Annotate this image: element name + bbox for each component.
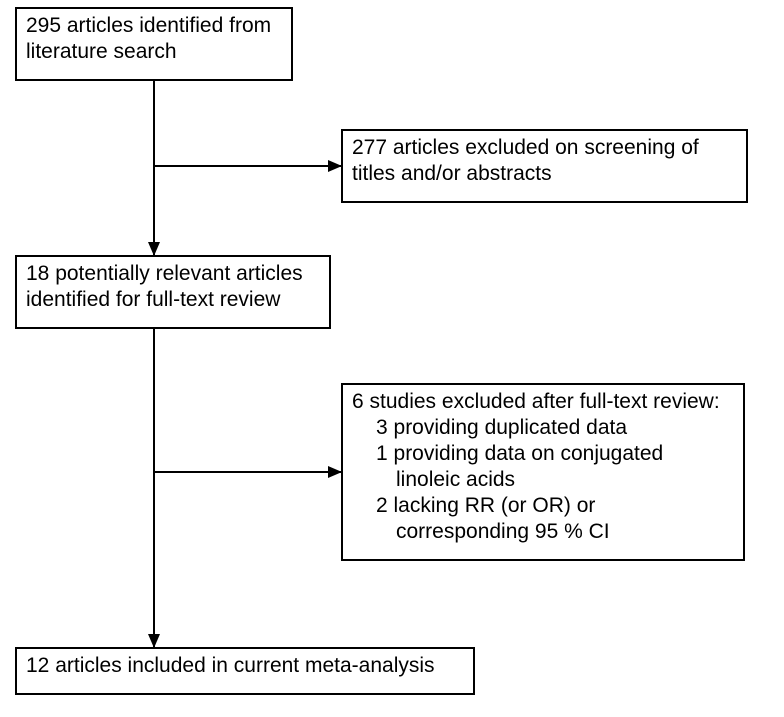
arrowhead-n1-n3 — [148, 242, 160, 256]
node-n5-label: 12 articles included in current meta-ana… — [26, 654, 435, 677]
arrowhead-n3-n5 — [148, 634, 160, 648]
arrowhead-n1-n2 — [328, 160, 342, 172]
edge-n1-n2 — [154, 80, 342, 166]
flow-diagram: 295 articles identified fromliterature s… — [0, 0, 784, 717]
edge-n3-n4 — [154, 328, 342, 472]
arrowhead-n3-n4 — [328, 466, 342, 478]
